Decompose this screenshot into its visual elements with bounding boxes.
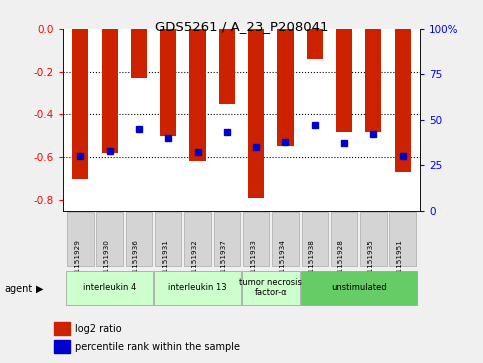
Bar bbox=[336, 29, 352, 131]
Bar bbox=[395, 29, 411, 172]
Bar bbox=[55, 322, 70, 335]
Text: percentile rank within the sample: percentile rank within the sample bbox=[75, 342, 240, 352]
Text: GSM1151931: GSM1151931 bbox=[162, 239, 168, 288]
FancyBboxPatch shape bbox=[272, 212, 298, 266]
FancyBboxPatch shape bbox=[331, 212, 357, 266]
Text: log2 ratio: log2 ratio bbox=[75, 324, 122, 334]
Text: agent: agent bbox=[5, 284, 33, 294]
Text: tumor necrosis
factor-α: tumor necrosis factor-α bbox=[240, 278, 302, 297]
Bar bbox=[131, 29, 147, 78]
FancyBboxPatch shape bbox=[154, 270, 241, 305]
Text: interleukin 13: interleukin 13 bbox=[168, 283, 227, 292]
FancyBboxPatch shape bbox=[242, 270, 299, 305]
Text: GSM1151934: GSM1151934 bbox=[280, 239, 285, 288]
Bar bbox=[101, 29, 118, 153]
Text: GSM1151929: GSM1151929 bbox=[74, 239, 80, 288]
FancyBboxPatch shape bbox=[213, 212, 240, 266]
Text: GSM1151930: GSM1151930 bbox=[104, 239, 110, 288]
Bar bbox=[277, 29, 294, 147]
Text: GSM1151936: GSM1151936 bbox=[133, 239, 139, 288]
Bar bbox=[160, 29, 176, 136]
Bar bbox=[307, 29, 323, 59]
Text: GSM1151932: GSM1151932 bbox=[192, 239, 198, 288]
FancyBboxPatch shape bbox=[301, 212, 328, 266]
Text: ▶: ▶ bbox=[36, 284, 44, 294]
Bar bbox=[55, 340, 70, 353]
Bar bbox=[248, 29, 264, 198]
Text: GSM1151928: GSM1151928 bbox=[338, 239, 344, 288]
FancyBboxPatch shape bbox=[155, 212, 182, 266]
Text: GSM1151933: GSM1151933 bbox=[250, 239, 256, 288]
Bar bbox=[72, 29, 88, 179]
Text: GSM1151951: GSM1151951 bbox=[397, 239, 403, 288]
Text: GDS5261 / A_23_P208041: GDS5261 / A_23_P208041 bbox=[155, 20, 328, 33]
FancyBboxPatch shape bbox=[66, 270, 153, 305]
Text: unstimulated: unstimulated bbox=[331, 283, 386, 292]
Text: GSM1151938: GSM1151938 bbox=[309, 239, 315, 288]
Text: interleukin 4: interleukin 4 bbox=[83, 283, 136, 292]
Bar bbox=[219, 29, 235, 104]
Text: GSM1151937: GSM1151937 bbox=[221, 239, 227, 288]
FancyBboxPatch shape bbox=[97, 212, 123, 266]
FancyBboxPatch shape bbox=[243, 212, 270, 266]
Bar bbox=[365, 29, 382, 131]
FancyBboxPatch shape bbox=[389, 212, 416, 266]
FancyBboxPatch shape bbox=[126, 212, 152, 266]
FancyBboxPatch shape bbox=[67, 212, 94, 266]
FancyBboxPatch shape bbox=[301, 270, 417, 305]
FancyBboxPatch shape bbox=[360, 212, 386, 266]
FancyBboxPatch shape bbox=[185, 212, 211, 266]
Text: GSM1151935: GSM1151935 bbox=[368, 239, 373, 288]
Bar bbox=[189, 29, 206, 162]
